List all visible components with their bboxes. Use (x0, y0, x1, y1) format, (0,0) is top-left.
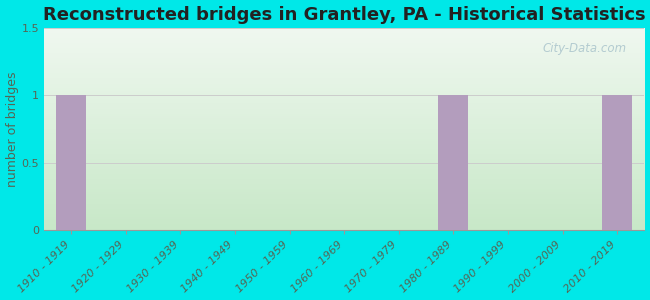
Title: Reconstructed bridges in Grantley, PA - Historical Statistics: Reconstructed bridges in Grantley, PA - … (43, 6, 645, 24)
Bar (56, 95, 86, 230)
Bar (602, 95, 632, 230)
Y-axis label: number of bridges: number of bridges (6, 71, 19, 187)
Bar (438, 95, 469, 230)
Text: City-Data.com: City-Data.com (542, 42, 627, 55)
